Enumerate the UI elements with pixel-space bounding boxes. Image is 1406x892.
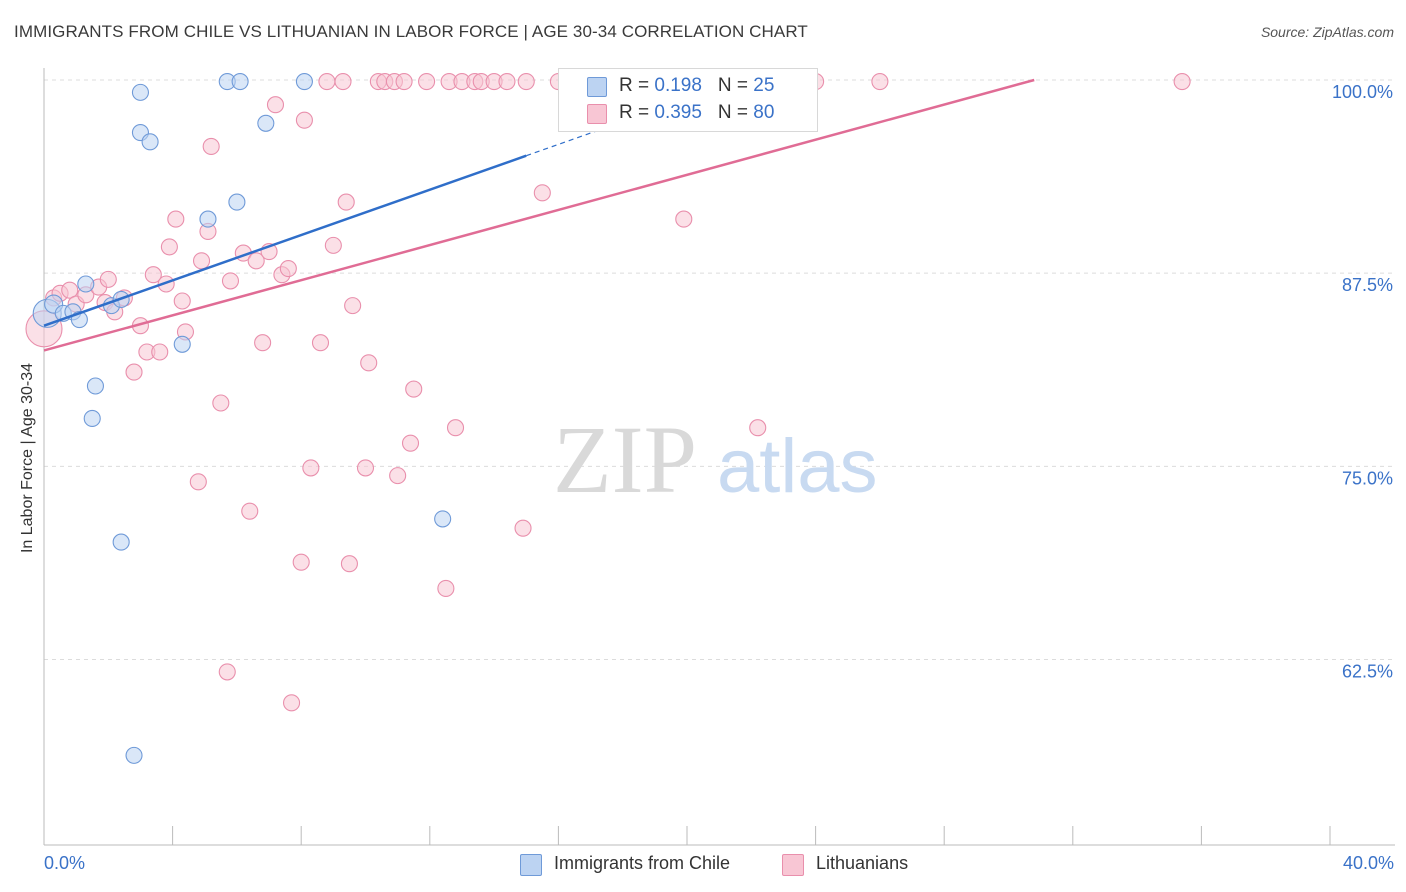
chile-n-value: 25: [753, 75, 775, 96]
lithuanians-point: [189, 473, 207, 491]
source-label: Source: ZipAtlas.com: [1260, 24, 1394, 40]
lithuanians-point: [99, 270, 117, 288]
lithuanians-point: [418, 72, 436, 91]
x-tick-label-max: 40.0%: [1342, 853, 1394, 873]
chile-swatch: [587, 77, 607, 97]
lith-r-value: 0.395: [654, 102, 702, 123]
lithuanians-point: [279, 259, 297, 278]
y-tick-label: 100.0%: [1332, 82, 1393, 102]
correlation-legend: R = 0.198 N = 25 R = 0.395 N = 80: [558, 68, 818, 132]
lithuanians-trend-line: [43, 78, 1035, 352]
lithuanians-point: [395, 72, 413, 91]
lithuanians-legend-label: Lithuanians: [816, 853, 909, 873]
y-tick-label: 87.5%: [1342, 275, 1393, 295]
chile-point: [141, 133, 159, 151]
chile-point: [131, 83, 149, 101]
lithuanians-point: [292, 553, 310, 571]
watermark-atlas: atlas: [717, 424, 878, 509]
lithuanians-point: [337, 193, 355, 211]
lithuanians-legend-swatch: [782, 854, 804, 876]
lithuanians-point: [1173, 72, 1191, 91]
axes: [43, 68, 1395, 846]
lithuanians-point: [871, 72, 889, 91]
chile-point: [199, 210, 217, 228]
lithuanians-point: [498, 72, 516, 91]
watermark: ZIP atlas: [553, 406, 878, 513]
lithuanians-point: [283, 694, 301, 712]
chile-point: [295, 72, 313, 91]
lithuanians-point: [173, 292, 191, 310]
lithuanians-point: [241, 502, 259, 520]
lithuanians-point: [344, 297, 362, 315]
x-tick-label-min: 0.0%: [44, 853, 86, 873]
lithuanians-point: [749, 419, 767, 437]
chile-point: [434, 510, 452, 528]
watermark-zip: ZIP: [553, 406, 697, 513]
lithuanians-point: [144, 266, 162, 284]
lithuanians-point: [446, 419, 465, 437]
chile-point: [112, 533, 130, 551]
series-legend: Immigrants from Chile Lithuanians: [0, 852, 1406, 876]
chile-legend-label: Immigrants from Chile: [554, 853, 731, 873]
y-tick-label: 75.0%: [1342, 468, 1393, 488]
lithuanians-points: [25, 72, 1191, 712]
chile-legend-swatch: [520, 854, 542, 876]
lithuanians-point: [202, 137, 220, 156]
lithuanians-point: [405, 380, 423, 398]
chile-point: [173, 335, 191, 353]
lithuanians-point: [311, 334, 330, 352]
chart-title: IMMIGRANTS FROM CHILE VS LITHUANIAN IN L…: [14, 22, 808, 41]
lith-n-label: N =: [717, 102, 754, 123]
chile-trend-line: [43, 154, 527, 327]
lithuanians-point: [192, 252, 211, 270]
lithuanians-point: [675, 210, 693, 228]
lithuanians-swatch: [587, 104, 607, 124]
lithuanians-point: [167, 210, 185, 228]
y-tick-label: 62.5%: [1342, 662, 1393, 682]
lithuanians-point: [221, 272, 240, 290]
lithuanians-point: [61, 281, 79, 299]
chile-point: [86, 377, 104, 395]
lith-n-value: 80: [753, 102, 775, 123]
chile-point: [83, 409, 101, 428]
lithuanians-point: [160, 238, 178, 256]
chile-point: [77, 275, 95, 293]
lithuanians-point: [295, 111, 313, 129]
lithuanians-point: [247, 252, 265, 270]
chile-r-label: R =: [619, 75, 655, 96]
chile-point: [228, 193, 246, 211]
lithuanians-point: [266, 96, 285, 114]
lithuanians-point: [212, 394, 230, 412]
lithuanians-point: [302, 459, 320, 477]
lithuanians-point: [533, 184, 551, 202]
lithuanians-point: [151, 343, 169, 361]
lithuanians-point: [340, 555, 358, 573]
lithuanians-point: [324, 236, 342, 254]
lithuanians-point: [218, 663, 236, 681]
lithuanians-point: [334, 72, 352, 91]
lithuanians-point: [389, 467, 407, 485]
lith-r-label: R =: [619, 102, 655, 123]
lithuanians-point: [401, 434, 420, 452]
lithuanians-point: [360, 354, 378, 372]
lithuanians-point: [437, 579, 455, 598]
lithuanians-point: [356, 459, 375, 477]
y-tick-labels: 62.5% 75.0% 87.5% 100.0%: [1332, 82, 1393, 682]
chile-point: [257, 114, 275, 132]
chile-r-value: 0.198: [654, 75, 702, 96]
chile-point: [231, 72, 249, 91]
trend-lines: [43, 78, 1035, 352]
lithuanians-point: [517, 72, 535, 91]
lithuanians-point: [125, 363, 143, 381]
lithuanians-point: [514, 519, 532, 537]
lithuanians-point: [254, 334, 272, 352]
lithuanians-point: [318, 72, 336, 91]
chile-n-label: N =: [717, 75, 754, 96]
chile-point: [125, 746, 143, 764]
